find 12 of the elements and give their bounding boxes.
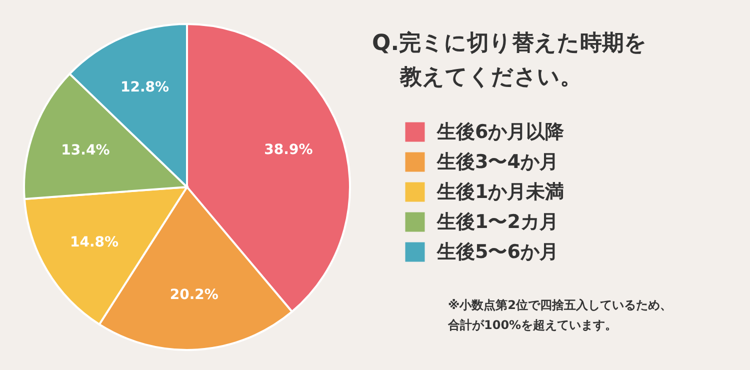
data-label: 20.2%	[170, 286, 218, 303]
legend-label: 生後3〜4か月	[436, 151, 558, 173]
data-label: 14.8%	[70, 234, 119, 250]
text: ※小数点第2位で四捨五入しているため、合計が100%を超えています。	[447, 298, 672, 332]
legend-label: 生後1〜2カ月	[436, 211, 558, 233]
data-label: 38.9%	[264, 142, 313, 158]
legend-label: 生後5〜6か月	[436, 241, 558, 263]
text: Q.完ミに切り替えた時期を教えてください。	[372, 30, 648, 90]
legend-label: 生後1か月未満	[436, 181, 564, 203]
data-label: 12.8%	[120, 80, 170, 96]
data-label: 13.4%	[61, 142, 110, 158]
legend-label: 生後6か月以降	[436, 121, 566, 143]
